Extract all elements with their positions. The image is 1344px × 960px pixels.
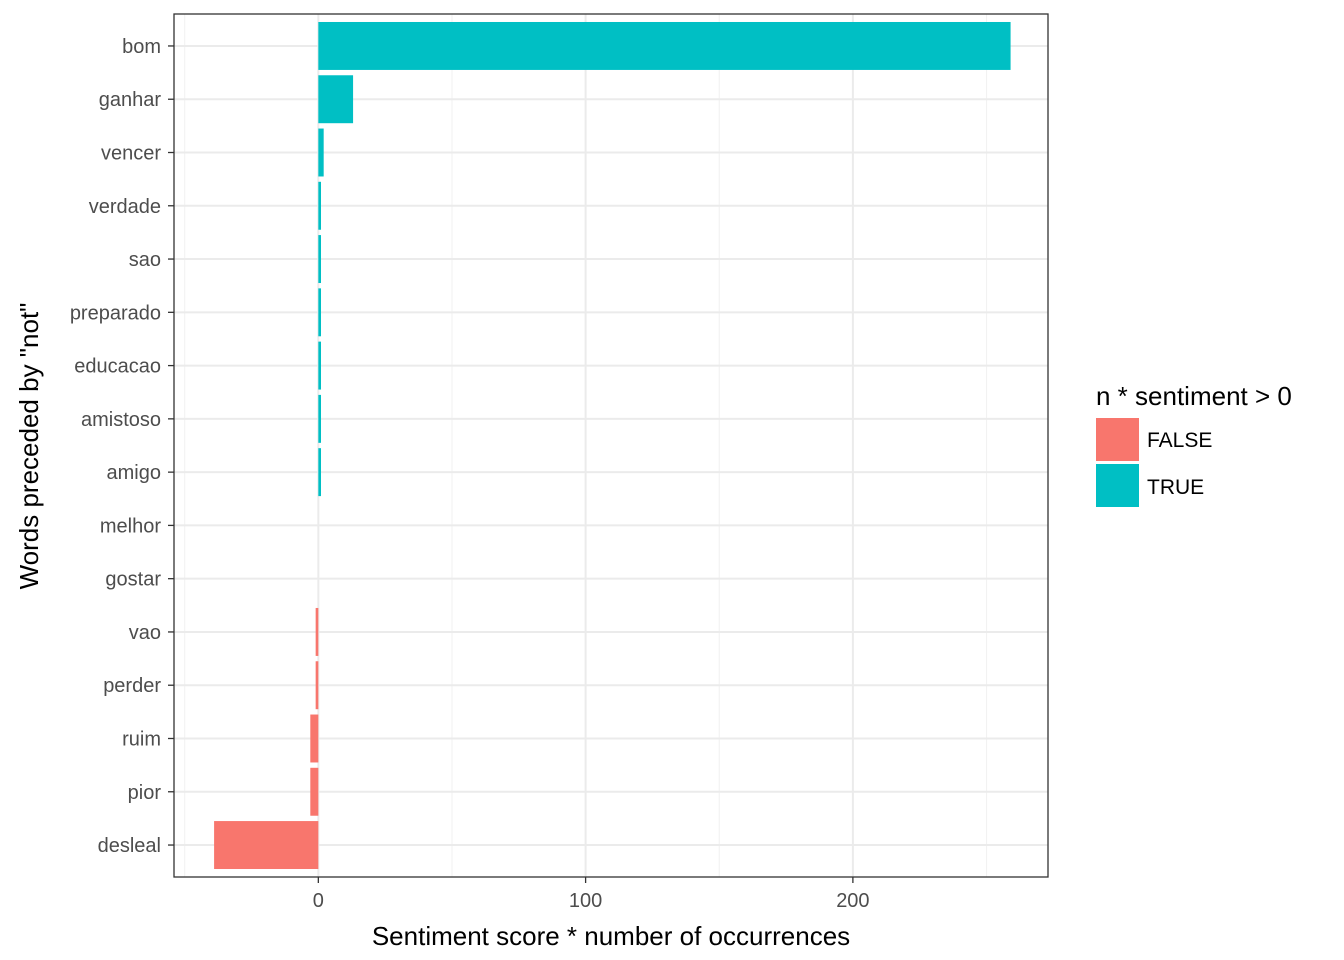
bars [214, 21, 1011, 870]
bar-sao [318, 235, 322, 284]
legend: n * sentiment > 0 FALSE TRUE [1096, 381, 1292, 507]
legend-label-false: FALSE [1147, 429, 1212, 452]
panel-border [173, 13, 1049, 878]
y-tick-label: vencer [101, 143, 161, 165]
bar-vencer [318, 128, 324, 177]
y-tick-label: bom [122, 36, 161, 58]
bar-vao [315, 607, 319, 656]
legend-swatch-false [1096, 418, 1139, 461]
bar-verdade [318, 181, 322, 230]
y-tick-label: desleal [98, 835, 161, 857]
y-tick-label: ganhar [99, 89, 162, 111]
bar-educacao [318, 341, 322, 390]
y-tick-label: amigo [107, 462, 161, 484]
legend-title: n * sentiment > 0 [1096, 381, 1292, 411]
bar-amistoso [318, 394, 322, 443]
y-tick-label: pior [128, 782, 162, 804]
bar-perder [315, 661, 319, 710]
x-tick-label: 100 [569, 890, 602, 912]
legend-label-true: TRUE [1147, 476, 1204, 499]
bar-preparado [318, 288, 322, 337]
y-tick-label: perder [103, 675, 161, 697]
grid-minor [184, 14, 988, 877]
y-axis: bom ganhar vencer verdade sao preparado educac… [70, 36, 174, 857]
y-tick-label: preparado [70, 302, 161, 324]
y-tick-label: ruim [122, 728, 161, 750]
bar-bom [318, 21, 1011, 70]
bar-ganhar [318, 75, 354, 124]
y-tick-label: amistoso [81, 409, 161, 431]
y-tick-label: gostar [105, 569, 161, 591]
y-tick-label: verdade [89, 196, 161, 218]
bar-desleal [214, 821, 319, 870]
x-tick-label: 0 [313, 890, 324, 912]
y-tick-label: vao [129, 622, 161, 644]
bar-pior [310, 767, 319, 816]
y-tick-label: melhor [100, 515, 161, 537]
y-tick-label: educacao [74, 356, 161, 378]
legend-swatch-true [1096, 464, 1139, 507]
x-tick-label: 200 [836, 890, 869, 912]
y-tick-label: sao [129, 249, 161, 271]
bar-ruim [310, 714, 319, 763]
bar-amigo [318, 448, 322, 497]
y-axis-title: Words preceded by "not" [14, 303, 44, 590]
x-axis-title: Sentiment score * number of occurrences [372, 921, 850, 951]
x-axis: 0 100 200 [313, 877, 870, 912]
